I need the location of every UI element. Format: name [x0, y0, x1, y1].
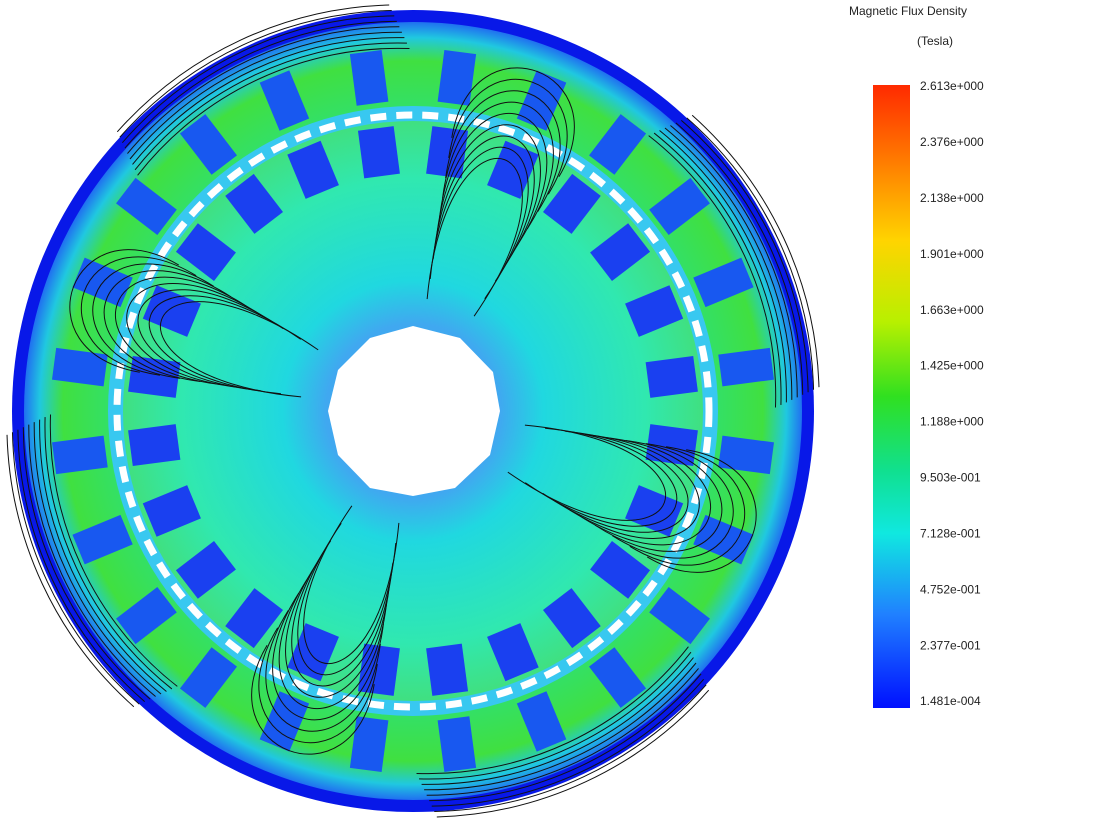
stator-slot	[350, 716, 389, 772]
rotor-slot	[128, 424, 180, 466]
stator-slot	[438, 50, 477, 106]
stator-slot	[52, 348, 108, 387]
legend-tick-label: 1.901e+000	[920, 247, 984, 261]
legend-tick-label: 2.613e+000	[920, 79, 984, 93]
stator-slot	[438, 716, 477, 772]
legend-tick-label: 2.138e+000	[920, 191, 984, 205]
plot: Magnetic Flux Density (Tesla) 2.613e+000…	[0, 0, 1107, 818]
rotor-slot	[426, 644, 468, 696]
legend-tick-label: 4.752e-001	[920, 582, 981, 596]
legend-tick-label: 9.503e-001	[920, 471, 981, 485]
legend-tick-label: 1.188e+000	[920, 415, 984, 429]
color-bar	[873, 85, 910, 708]
rotor-slot	[358, 126, 400, 178]
stator-slot	[718, 436, 774, 475]
motor-cross-section	[0, 0, 847, 818]
stator-slot	[52, 436, 108, 475]
stator-slot	[718, 348, 774, 387]
stator-slot	[350, 50, 389, 106]
legend-ticks: 2.613e+000 2.376e+000 2.138e+000 1.901e+000…	[920, 79, 984, 708]
legend-title: Magnetic Flux Density	[849, 4, 967, 18]
legend-tick-label: 7.128e-001	[920, 526, 981, 540]
legend-tick-label: 1.425e+000	[920, 359, 984, 373]
legend-tick-label: 2.376e+000	[920, 135, 984, 149]
legend-tick-label: 2.377e-001	[920, 638, 981, 652]
legend-tick-label: 1.481e-004	[920, 694, 981, 708]
legend-tick-label: 1.663e+000	[920, 303, 984, 317]
legend-unit: (Tesla)	[917, 34, 953, 48]
rotor-slot	[646, 356, 698, 398]
page: Magnetic Flux Density (Tesla) 2.613e+000…	[0, 0, 1107, 818]
